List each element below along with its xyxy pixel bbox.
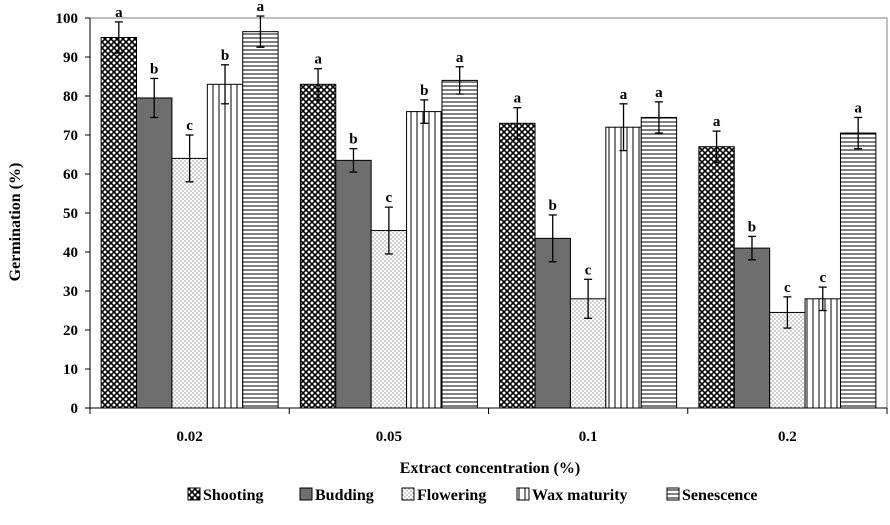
legend-label: Wax maturity	[532, 487, 628, 504]
bar	[733, 247, 771, 409]
y-tick-label: 30	[63, 284, 78, 300]
legend-swatch	[401, 487, 415, 501]
legend-item-shooting: Shooting	[187, 487, 263, 504]
legend-swatch	[299, 487, 313, 501]
significance-label: c	[386, 190, 393, 206]
x-tick-label: 0.2	[778, 429, 797, 445]
significance-label: a	[314, 52, 322, 68]
significance-label: b	[150, 61, 158, 77]
significance-label: b	[549, 198, 557, 214]
y-tick-label: 10	[63, 362, 78, 378]
y-tick-label: 70	[63, 128, 78, 144]
x-tick-label: 0.05	[376, 429, 402, 445]
bar	[441, 79, 478, 409]
y-tick-label: 100	[56, 11, 79, 27]
significance-label: a	[514, 91, 522, 107]
x-axis: 0.02 0.05 0.1 0.2	[89, 407, 888, 445]
significance-label: a	[854, 100, 862, 116]
significance-label: b	[748, 219, 756, 235]
bar	[242, 31, 279, 409]
significance-label: b	[221, 48, 229, 64]
legend-swatch	[187, 487, 201, 501]
significance-label: c	[186, 118, 193, 134]
significance-label: a	[115, 5, 123, 21]
bar	[335, 159, 372, 409]
bar	[534, 237, 571, 409]
x-tick-label: 0.1	[579, 429, 598, 445]
y-tick-label: 60	[63, 167, 78, 183]
significance-label: a	[456, 50, 464, 66]
y-tick-label: 40	[63, 245, 78, 261]
bar	[605, 126, 642, 409]
significance-label: c	[784, 280, 791, 296]
y-tick-label: 0	[71, 401, 79, 417]
legend-label: Shooting	[203, 487, 263, 504]
significance-label: b	[420, 83, 428, 99]
significance-label: a	[655, 85, 663, 101]
legend-item-budding: Budding	[299, 487, 374, 504]
series-flowering: c c c c	[171, 118, 806, 409]
legend-label: Budding	[315, 487, 374, 504]
legend: Shooting Budding Flowering Wax maturity Sene…	[187, 487, 758, 504]
bar	[804, 298, 841, 409]
series-senescence: a a a a	[242, 0, 877, 409]
y-tick-label: 90	[63, 50, 78, 66]
significance-label: c	[585, 262, 592, 278]
significance-label: b	[349, 132, 357, 148]
legend-item-senescence: Senescence	[666, 487, 758, 504]
significance-label: a	[257, 0, 265, 15]
significance-label: c	[819, 270, 826, 286]
bars: a a a a b b b b c c c c b b a c a a a a	[100, 0, 877, 409]
bar	[136, 97, 173, 409]
bar	[406, 111, 443, 409]
significance-label: a	[620, 87, 628, 103]
bar	[640, 116, 678, 409]
significance-label: a	[713, 114, 721, 130]
legend-swatch	[516, 487, 530, 501]
bar	[698, 146, 735, 409]
y-tick-label: 50	[63, 206, 78, 222]
bar	[839, 132, 877, 409]
bar	[370, 230, 408, 409]
y-tick-label: 80	[63, 89, 78, 105]
bar	[206, 83, 244, 409]
legend-item-flowering: Flowering	[401, 487, 486, 504]
bar	[499, 122, 536, 409]
y-axis: 0 10 20 30 40 50 60 70 80 90 100	[56, 11, 91, 417]
x-axis-title: Extract concentration (%)	[400, 460, 580, 477]
series-budding: b b b b	[136, 61, 771, 409]
legend-label: Senescence	[682, 487, 758, 504]
y-axis-title: Germination (%)	[7, 163, 24, 282]
legend-item-wax-maturity: Wax maturity	[516, 487, 628, 504]
legend-swatch	[666, 487, 680, 501]
y-tick-label: 20	[63, 323, 78, 339]
legend-label: Flowering	[417, 487, 486, 504]
bar	[100, 37, 138, 409]
x-tick-label: 0.02	[177, 429, 203, 445]
bar	[299, 83, 337, 409]
bar	[171, 157, 208, 409]
